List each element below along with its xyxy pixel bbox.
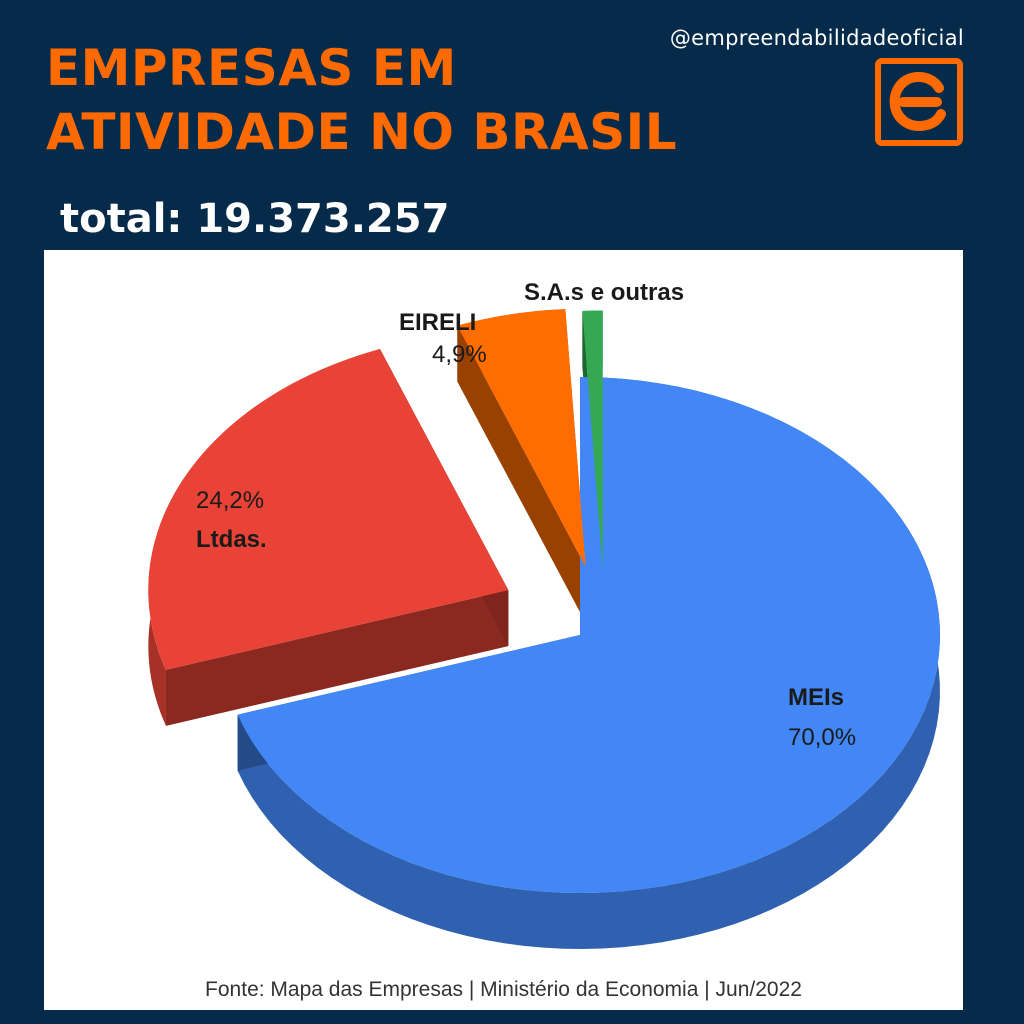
pie-slice-meis [237,377,941,893]
page-title: EMPRESAS EM ATIVIDADE NO BRASIL [46,36,677,164]
slice-name-label-eireli: EIRELI [399,309,476,336]
pie-slice-edge-ltdas [165,590,509,726]
slice-value-label-ltdas: 24,2% [196,487,264,514]
social-handle[interactable]: @empreendabilidadeoficial [669,26,964,50]
pie-slice-eireli [457,309,586,567]
title-line-1: EMPRESAS EM [46,39,457,97]
chart-source: Fonte: Mapa das Empresas | Ministério da… [205,978,802,1001]
slice-name-label-s-a-s-e-outras: S.A.s e outras [524,279,684,306]
empreendabilidade-logo-icon [875,58,963,146]
pie-slice-s-a-s-e-outras [582,310,603,569]
chart-panel: MEIs 70,0% Ltdas. 24,2% EIRELI 4,9% S.A.s e ou… [44,250,963,1010]
pie-slice-ltdas [148,349,509,670]
slice-name-label-meis: MEIs [788,684,844,711]
slice-value-label-eireli: 4,9% [432,341,487,368]
pie-slices-layer [148,309,941,893]
title-line-2: ATIVIDADE NO BRASIL [46,103,678,161]
pie-chart: MEIs 70,0% Ltdas. 24,2% EIRELI 4,9% S.A.s e ou… [148,279,941,949]
pie-labels-layer: MEIs 70,0% Ltdas. 24,2% EIRELI 4,9% S.A.s e ou… [196,279,856,751]
total-count: total: 19.373.257 [60,196,450,242]
slice-name-label-ltdas: Ltdas. [196,526,267,553]
slice-value-label-meis: 70,0% [788,724,856,751]
pie-slice-edge-eireli [457,325,586,623]
